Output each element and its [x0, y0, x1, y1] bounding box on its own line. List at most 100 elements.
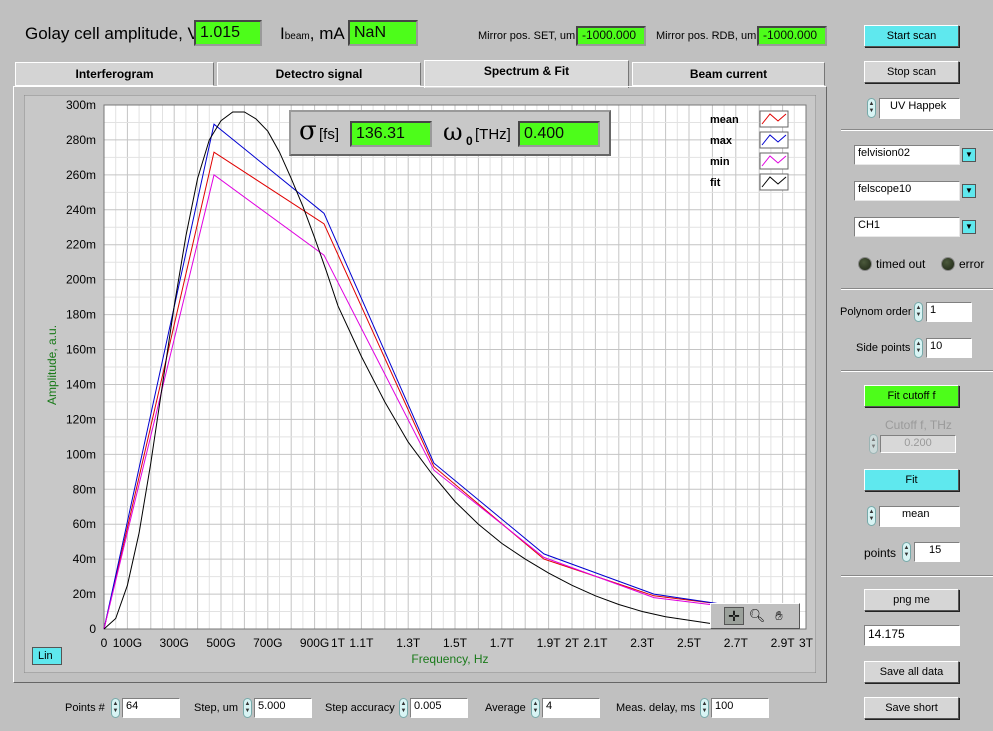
y-tick-label: 160m [66, 343, 96, 357]
tab-beam-current[interactable]: Beam current [632, 62, 825, 86]
step-accuracy-label: Step accuracy [325, 702, 395, 714]
legend-swatch-box [759, 152, 789, 170]
fit-result-box: σ [fs] 136.31 ω 0 [THz] 0.400 [289, 110, 611, 156]
meas-delay-spinner[interactable]: ▲ ▼ [700, 698, 709, 718]
x-tick-label: 1.1T [349, 636, 374, 650]
tab-interferogram[interactable]: Interferogram [15, 62, 214, 86]
separator-1 [841, 129, 993, 131]
mirror-rdb-label: Mirror pos. RDB, um [656, 30, 757, 42]
cutoff-label: Cutoff f, THz [885, 418, 952, 432]
average-spinner[interactable]: ▲ ▼ [531, 698, 540, 718]
tab-detector-signal[interactable]: Detectro signal [217, 62, 421, 86]
polynom-order-input[interactable]: 1 [926, 302, 972, 322]
legend-swatch-box [759, 173, 789, 191]
x-tick-label: 700G [253, 636, 282, 650]
mode-spinner[interactable]: ▲ ▼ [867, 506, 876, 526]
step-spinner[interactable]: ▲ ▼ [243, 698, 252, 718]
golay-label: Golay cell amplitude, V [25, 24, 199, 43]
mirror-set-label: Mirror pos. SET, um [478, 30, 576, 42]
golay-value-indicator: 1.015 [194, 20, 262, 46]
series-mean-line [103, 151, 725, 630]
y-tick-label: 220m [66, 238, 96, 252]
average-input[interactable]: 4 [542, 698, 600, 718]
chevron-down-icon[interactable]: ▼ [962, 220, 976, 234]
source-selector[interactable]: UV Happek [879, 98, 960, 119]
graph-palette: ✛ 🔍︎ ✋︎ [710, 603, 800, 629]
legend-swatch-box [759, 131, 789, 149]
y-tick-label: 260m [66, 168, 96, 182]
omega-unit: [THz] [475, 126, 511, 143]
points-spinner[interactable]: ▲ ▼ [111, 698, 120, 718]
x-tick-label: 2.3T [630, 636, 655, 650]
save-all-data-button[interactable]: Save all data [864, 661, 959, 683]
points-fit-label: points [864, 546, 897, 560]
polynom-order-spinner[interactable]: ▲ ▼ [914, 302, 923, 322]
scale-lin-button[interactable]: Lin [32, 647, 62, 665]
side-points-input[interactable]: 10 [926, 338, 972, 358]
separator-3 [841, 370, 993, 372]
x-tick-label: 0 [101, 636, 108, 650]
y-tick-label: 80m [73, 482, 96, 496]
x-tick-label: 300G [160, 636, 189, 650]
source-spinner[interactable]: ▲ ▼ [867, 98, 876, 118]
points-label: Points # [65, 702, 105, 714]
y-tick-label: 40m [73, 552, 96, 566]
y-tick-label: 240m [66, 203, 96, 217]
y-tick-label: 280m [66, 133, 96, 147]
stop-scan-button[interactable]: Stop scan [864, 61, 959, 83]
step-accuracy-spinner[interactable]: ▲ ▼ [399, 698, 408, 718]
error-led [941, 257, 955, 271]
x-tick-label: 2.1T [583, 636, 608, 650]
zoom-icon[interactable]: 🔍︎ [748, 608, 766, 623]
side-points-spinner[interactable]: ▲ ▼ [914, 338, 923, 358]
y-tick-label: 120m [66, 412, 96, 426]
cutoff-input[interactable]: 0.200 [880, 435, 956, 453]
server-combo[interactable]: felvision02 [854, 145, 960, 165]
y-tick-label: 100m [66, 447, 96, 461]
meas-delay-input[interactable]: 100 [711, 698, 769, 718]
legend-swatch-box [759, 110, 789, 128]
plot-border [103, 104, 807, 630]
x-tick-label: 2.5T [677, 636, 702, 650]
points-fit-spinner[interactable]: ▲ ▼ [902, 542, 911, 562]
y-tick-label: 180m [66, 308, 96, 322]
step-input[interactable]: 5.000 [254, 698, 312, 718]
chevron-down-icon[interactable]: ▼ [962, 184, 976, 198]
save-short-button[interactable]: Save short [864, 697, 959, 719]
y-tick-label: 20m [73, 587, 96, 601]
fit-cutoff-button[interactable]: Fit cutoff f [864, 385, 959, 407]
side-points-label: Side points [856, 342, 911, 354]
sigma-value-indicator: 136.31 [350, 121, 432, 147]
legend: mean max min fit [710, 110, 789, 191]
ibeam-value-indicator: NaN [348, 20, 418, 46]
pan-hand-icon[interactable]: ✋︎ [775, 608, 783, 623]
scope-combo[interactable]: felscope10 [854, 181, 960, 201]
x-tick-label: 2T [565, 636, 580, 650]
fit-button[interactable]: Fit [864, 469, 959, 491]
series-min-line [103, 174, 725, 630]
cutoff-spinner[interactable]: ▲ ▼ [869, 434, 878, 454]
start-scan-button[interactable]: Start scan [864, 25, 959, 47]
separator-4 [841, 575, 993, 577]
crosshair-icon[interactable]: ✛ [724, 607, 744, 625]
fit-mode-selector[interactable]: mean [879, 506, 960, 527]
timed-out-label: timed out [876, 257, 926, 271]
png-me-button[interactable]: png me [864, 589, 959, 611]
omega-symbol: ω [443, 118, 463, 146]
tab-spectrum-fit[interactable]: Spectrum & Fit [424, 60, 629, 88]
step-label: Step, um [194, 702, 239, 714]
points-input[interactable]: 64 [122, 698, 180, 718]
step-accuracy-input[interactable]: 0.005 [410, 698, 468, 718]
x-tick-label: 1.3T [396, 636, 421, 650]
legend-swatch-line [761, 155, 787, 167]
x-tick-label: 500G [206, 636, 235, 650]
x-tick-label: 3T [799, 636, 814, 650]
ibeam-label-main: I [280, 24, 285, 43]
meas-delay-label: Meas. delay, ms [616, 702, 696, 714]
average-label: Average [485, 702, 526, 714]
points-fit-input[interactable]: 15 [914, 542, 960, 562]
x-tick-label: 1.5T [443, 636, 468, 650]
legend-label: fit [710, 177, 721, 189]
chevron-down-icon[interactable]: ▼ [962, 148, 976, 162]
channel-combo[interactable]: CH1 [854, 217, 960, 237]
